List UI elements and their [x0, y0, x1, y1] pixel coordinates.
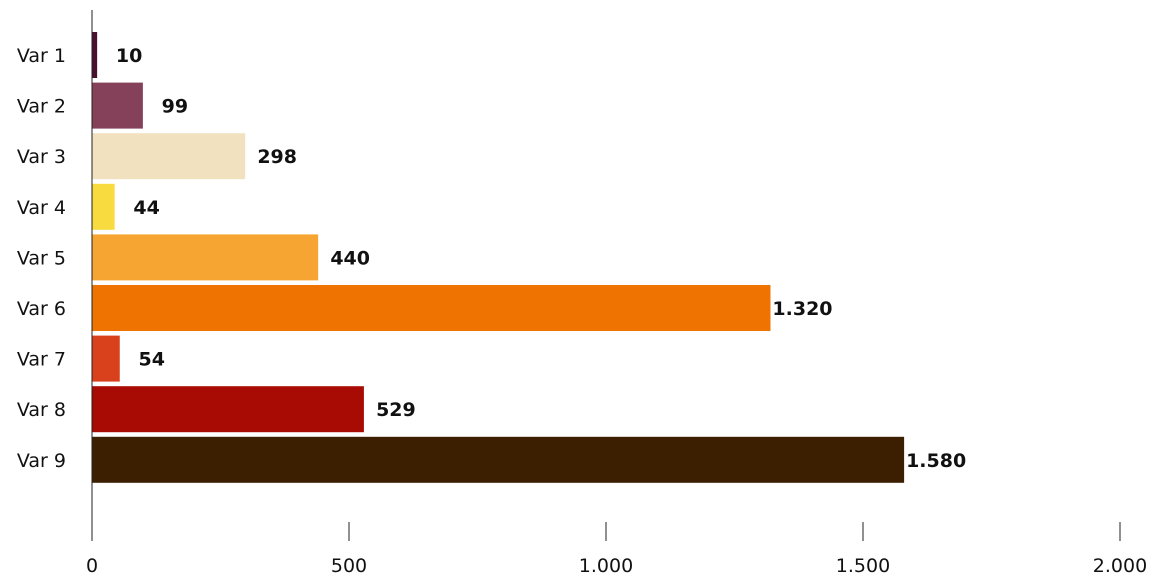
value-label-1: 10 — [116, 45, 142, 67]
x-tick-label-0: 0 — [86, 555, 98, 576]
x-tick-label-1: 500 — [331, 555, 367, 576]
category-labels-group: Var 1 Var 2 Var 3 Var 4 Var 5 Var 6 Var 7 Var 8… — [17, 45, 66, 472]
value-label-9: 1.580 — [906, 450, 966, 472]
bar-4 — [92, 183, 115, 230]
bar-3 — [92, 133, 246, 180]
category-label-9: Var 9 — [17, 450, 66, 472]
category-label-5: Var 5 — [17, 247, 66, 269]
x-axis-ticks-group: 0 500 1.000 1.500 2.000 — [86, 522, 1147, 576]
category-label-8: Var 8 — [17, 399, 66, 421]
category-label-6: Var 6 — [17, 298, 66, 320]
bar-2 — [92, 82, 143, 129]
category-label-4: Var 4 — [17, 197, 66, 219]
value-label-5: 440 — [330, 247, 370, 269]
bar-7 — [92, 335, 120, 382]
bar-9 — [92, 436, 905, 483]
x-tick-label-3: 1.500 — [836, 555, 890, 576]
category-label-7: Var 7 — [17, 349, 66, 371]
value-label-8: 529 — [376, 399, 416, 421]
x-tick-label-4: 2.000 — [1093, 555, 1147, 576]
value-label-3: 298 — [257, 146, 297, 168]
category-label-2: Var 2 — [17, 96, 66, 118]
category-label-3: Var 3 — [17, 146, 66, 168]
value-label-2: 99 — [162, 96, 188, 118]
bars-group — [92, 32, 905, 483]
value-label-4: 44 — [133, 197, 159, 219]
category-label-1: Var 1 — [17, 45, 66, 67]
value-label-7: 54 — [139, 349, 165, 371]
bar-8 — [92, 386, 364, 433]
x-tick-label-2: 1.000 — [579, 555, 633, 576]
bar-1 — [92, 32, 98, 78]
value-label-6: 1.320 — [772, 298, 832, 320]
value-labels-group: 10 99 298 44 440 1.320 54 529 1.580 — [116, 45, 966, 472]
bar-5 — [92, 234, 319, 281]
bar-6 — [92, 285, 771, 331]
